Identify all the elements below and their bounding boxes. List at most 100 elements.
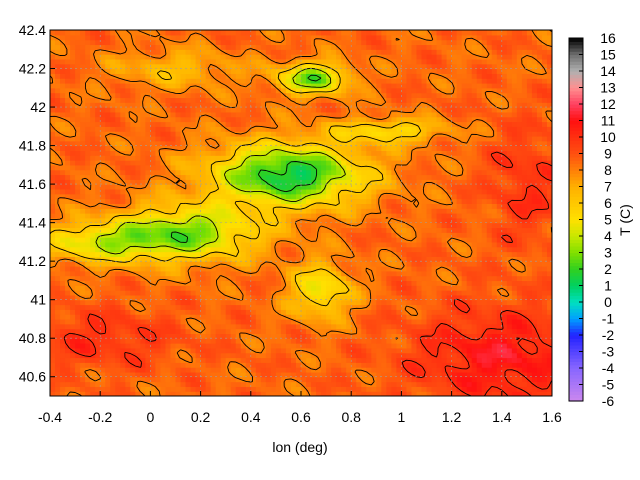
field-cell xyxy=(541,280,548,286)
field-cell xyxy=(421,347,428,354)
field-cell xyxy=(426,294,433,301)
field-cell xyxy=(501,227,508,233)
field-cell xyxy=(456,193,463,200)
field-cell xyxy=(130,347,136,354)
field-cell xyxy=(205,208,212,214)
field-cell xyxy=(541,304,548,310)
field-cell xyxy=(411,328,418,334)
field-cell xyxy=(381,256,387,262)
field-cell xyxy=(195,338,202,344)
field-cell xyxy=(316,333,322,339)
field-cell xyxy=(421,294,428,301)
field-cell xyxy=(346,237,352,243)
field-cell xyxy=(336,208,342,214)
field-cell xyxy=(411,371,418,378)
field-cell xyxy=(381,203,387,209)
field-cell xyxy=(215,304,222,310)
field-cell xyxy=(361,164,367,171)
field-cell xyxy=(80,386,86,392)
field-cell xyxy=(466,169,473,176)
field-cell xyxy=(255,294,262,301)
field-cell xyxy=(451,203,458,209)
field-cell xyxy=(486,227,493,233)
field-cell xyxy=(100,198,106,204)
field-cell xyxy=(366,256,372,262)
field-cell xyxy=(270,323,277,330)
field-cell xyxy=(391,179,397,185)
field-cell xyxy=(95,318,101,325)
field-cell xyxy=(306,169,312,176)
field-cell xyxy=(50,164,56,171)
field-cell xyxy=(506,280,513,286)
field-cell xyxy=(466,328,473,334)
field-cell xyxy=(331,299,337,306)
field-cell xyxy=(275,184,282,190)
field-cell xyxy=(391,198,397,204)
field-cell xyxy=(145,299,151,306)
field-cell xyxy=(155,338,162,344)
field-cell xyxy=(331,237,337,243)
field-cell xyxy=(160,232,167,238)
field-cell xyxy=(95,193,101,200)
field-cell xyxy=(416,208,423,214)
field-cell xyxy=(321,232,327,238)
field-cell xyxy=(265,347,272,354)
field-cell xyxy=(260,275,267,282)
field-cell xyxy=(346,184,352,190)
field-cell xyxy=(260,314,267,320)
field-cell xyxy=(391,213,397,219)
field-cell xyxy=(356,155,362,161)
field-cell xyxy=(225,328,232,334)
field-cell xyxy=(421,357,428,363)
field-cell xyxy=(250,376,257,383)
field-cell xyxy=(70,338,76,344)
field-cell xyxy=(396,222,402,229)
field-cell xyxy=(260,270,267,277)
field-cell xyxy=(175,193,182,200)
field-cell xyxy=(280,352,287,359)
field-cell xyxy=(361,237,367,243)
field-cell xyxy=(441,193,448,200)
field-cell xyxy=(381,371,387,378)
field-cell xyxy=(396,246,402,253)
field-cell xyxy=(341,203,347,209)
field-cell xyxy=(411,246,418,253)
field-cell xyxy=(506,237,513,243)
field-cell xyxy=(326,164,332,171)
field-cell xyxy=(426,328,433,334)
field-cell xyxy=(521,261,528,267)
field-cell xyxy=(125,333,131,339)
field-cell xyxy=(95,237,101,243)
field-cell xyxy=(516,155,523,161)
field-cell xyxy=(285,338,292,344)
field-cell xyxy=(506,333,513,339)
field-cell xyxy=(85,270,91,277)
field-cell xyxy=(155,386,162,392)
field-cell xyxy=(185,251,192,257)
field-cell xyxy=(446,256,453,262)
field-cell xyxy=(381,208,387,214)
field-cell xyxy=(220,280,227,286)
field-cell xyxy=(376,299,382,306)
field-cell xyxy=(521,285,528,291)
field-cell xyxy=(240,155,247,161)
field-cell xyxy=(180,193,187,200)
field-cell xyxy=(441,160,448,166)
field-cell xyxy=(195,198,202,204)
field-cell xyxy=(55,290,61,296)
field-cell xyxy=(426,193,433,200)
field-cell xyxy=(210,391,217,396)
field-cell xyxy=(155,251,162,257)
field-cell xyxy=(55,314,61,320)
field-cell xyxy=(366,299,372,306)
field-cell xyxy=(205,381,212,387)
field-cell xyxy=(190,357,197,363)
field-cell xyxy=(130,164,136,171)
field-cell xyxy=(200,222,207,229)
field-cell xyxy=(165,256,172,262)
field-cell xyxy=(195,347,202,354)
field-cell xyxy=(235,280,242,286)
field-cell xyxy=(346,270,352,277)
field-cell xyxy=(185,222,192,229)
field-cell xyxy=(491,217,498,224)
